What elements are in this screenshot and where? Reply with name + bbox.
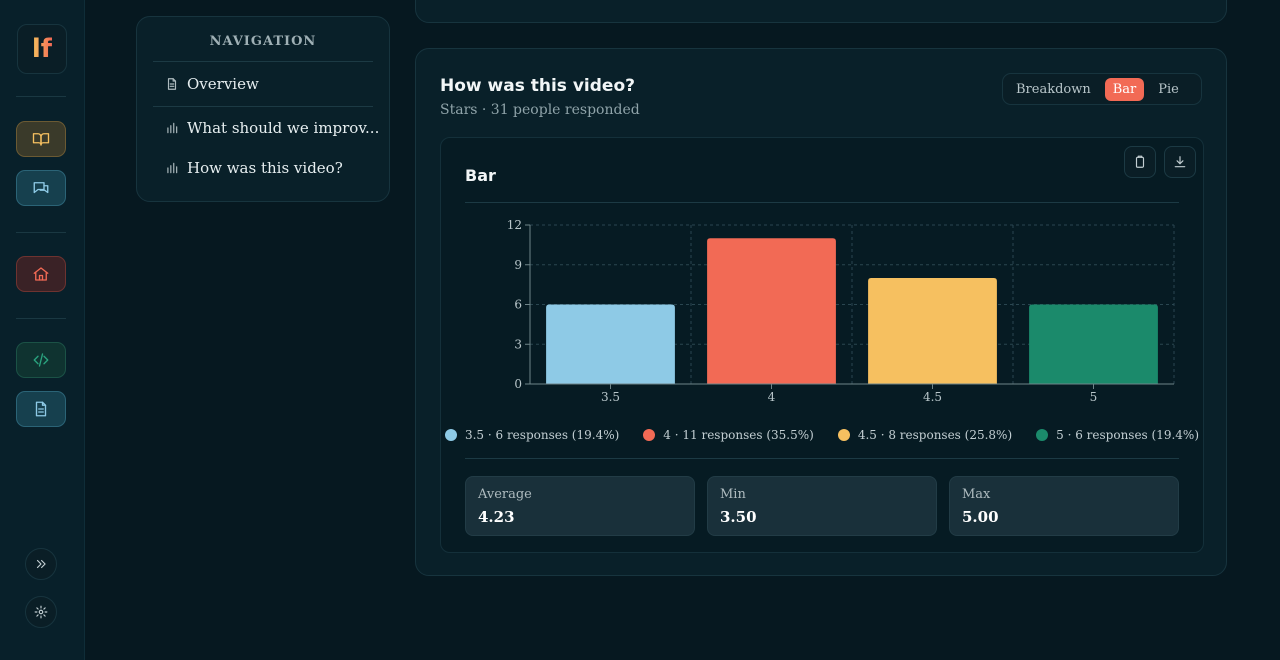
rail-document-button[interactable] [16, 391, 66, 427]
legend-item[interactable]: 4.5 · 8 responses (25.8%) [837, 428, 1013, 442]
nav-item-label: What should we improv... [187, 119, 380, 137]
rail-home-button[interactable] [16, 256, 66, 292]
nav-divider [153, 106, 373, 107]
question-title: How was this video? [440, 76, 635, 96]
chart-panel: Bar 0 3 6 9 12 3.5 4 4.5 5 3.5 · 6 responses (19… [440, 137, 1204, 553]
clipboard-icon [1135, 155, 1145, 168]
logo-text: lf [31, 34, 53, 64]
bar-chart-icon [167, 122, 178, 134]
stat-max: Max 5.00 [949, 476, 1179, 536]
rail-chat-button[interactable] [16, 170, 66, 206]
legend-item[interactable]: 4 · 11 responses (35.5%) [643, 428, 814, 442]
chat-icon [33, 182, 49, 194]
stat-value: 3.50 [720, 508, 757, 526]
bar-5 [1029, 304, 1158, 384]
bar-chart-icon [167, 162, 178, 174]
download-button[interactable] [1164, 146, 1196, 178]
legend-swatch [837, 429, 850, 441]
view-option-breakdown[interactable]: Breakdown [1016, 81, 1091, 97]
nav-item-label: Overview [187, 75, 259, 93]
code-icon [33, 353, 49, 367]
question-card: How was this video? Stars · 31 people re… [415, 48, 1227, 576]
home-icon [33, 267, 49, 281]
nav-divider [153, 61, 373, 62]
gear-icon [34, 605, 48, 619]
copy-button[interactable] [1124, 146, 1156, 178]
expand-icon [36, 559, 46, 569]
expand-sidebar-button[interactable] [25, 548, 57, 580]
book-icon [32, 133, 50, 146]
navigation-title: NAVIGATION [209, 34, 317, 49]
y-tick-label: 12 [507, 218, 522, 232]
legend-label: 4.5 · 8 responses (25.8%) [857, 428, 1013, 442]
previous-question-card [415, 0, 1227, 23]
rail-book-button[interactable] [16, 121, 66, 157]
panel-divider [465, 458, 1179, 459]
y-tick-label: 6 [514, 298, 522, 312]
x-tick-label: 3.5 [601, 390, 620, 404]
nav-item-video-rating[interactable]: How was this video? [165, 159, 343, 177]
x-tick-label: 4 [768, 390, 776, 404]
stat-label: Max [962, 487, 991, 502]
nav-item-improve[interactable]: What should we improv... [165, 119, 379, 137]
legend-swatch [1036, 429, 1049, 441]
stat-value: 4.23 [478, 508, 515, 526]
legend-swatch [444, 429, 457, 441]
view-toggle: Breakdown Bar Pie [1002, 73, 1202, 105]
y-tick-label: 9 [514, 258, 522, 272]
bar-3.5 [546, 304, 675, 384]
download-icon [1174, 156, 1186, 168]
legend-swatch [643, 429, 656, 441]
y-tick-label: 3 [514, 337, 522, 351]
document-icon [167, 78, 177, 90]
legend-label: 4 · 11 responses (35.5%) [663, 428, 814, 442]
x-tick-label: 5 [1090, 390, 1098, 404]
panel-divider [465, 202, 1179, 203]
chart-legend: 3.5 · 6 responses (19.4%) 4 · 11 respons… [441, 428, 1203, 442]
nav-item-overview[interactable]: Overview [165, 75, 259, 93]
rail-code-button[interactable] [16, 342, 66, 378]
legend-item[interactable]: 3.5 · 6 responses (19.4%) [444, 428, 620, 442]
stat-average: Average 4.23 [465, 476, 695, 536]
bar-chart: 0 3 6 9 12 3.5 4 4.5 5 [507, 218, 1175, 404]
document-icon [35, 401, 47, 417]
settings-button[interactable] [25, 596, 57, 628]
stat-label: Min [720, 487, 746, 502]
y-tick-label: 0 [514, 377, 522, 391]
navigation-panel: NAVIGATION Overview What should we impro… [136, 16, 390, 202]
app-logo[interactable]: lf [17, 24, 67, 74]
stat-label: Average [478, 487, 532, 502]
legend-item[interactable]: 5 · 6 responses (19.4%) [1036, 428, 1199, 442]
legend-label: 5 · 6 responses (19.4%) [1056, 428, 1200, 442]
stat-min: Min 3.50 [707, 476, 937, 536]
legend-label: 3.5 · 6 responses (19.4%) [464, 428, 620, 442]
stat-value: 5.00 [962, 508, 999, 526]
view-option-bar[interactable]: Bar [1104, 77, 1145, 101]
bar-4 [707, 238, 836, 384]
nav-item-label: How was this video? [187, 159, 343, 177]
rail-divider [16, 232, 66, 233]
chart-panel-title: Bar [465, 166, 496, 185]
view-option-pie[interactable]: Pie [1158, 81, 1179, 97]
question-subtitle: Stars · 31 people responded [440, 102, 640, 118]
left-rail: lf [0, 0, 85, 660]
x-tick-label: 4.5 [923, 390, 942, 404]
rail-divider [16, 96, 66, 97]
bar-4.5 [868, 278, 997, 384]
rail-divider [16, 318, 66, 319]
